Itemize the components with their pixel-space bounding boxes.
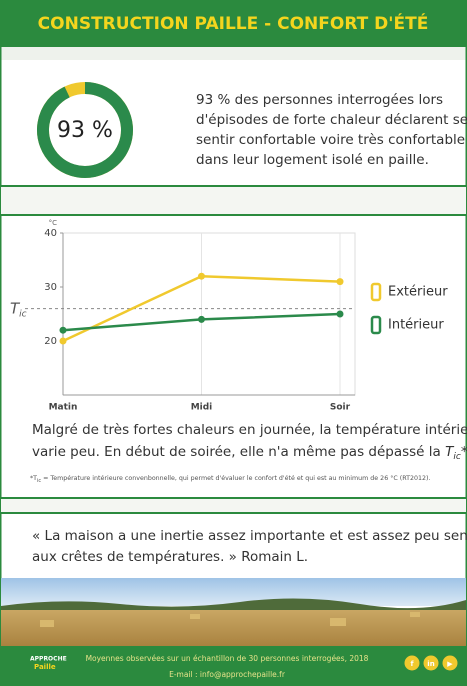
photo-field [1, 610, 466, 646]
paragraph-line: varie peu. En début de soirée, elle n'a … [32, 444, 467, 462]
plot-area [62, 232, 356, 396]
intro-line: dans leur logement isolé en paille. [196, 152, 429, 168]
photo-bale [190, 614, 200, 619]
section-gap [1, 187, 466, 215]
point [198, 315, 205, 323]
photo-sky [1, 578, 466, 606]
donut-arc [37, 82, 133, 178]
intro-line: sentir confortable voire très confortabl… [196, 132, 465, 148]
quote-line: aux crêtes de températures. » Romain L. [32, 549, 308, 565]
point [198, 272, 205, 280]
photo-bale [40, 620, 54, 627]
y-tick-label: 40 [44, 228, 57, 239]
footnote-text: = Température intérieure convenbonnelle,… [41, 474, 430, 482]
y-tick-label: 20 [44, 336, 57, 347]
y-tick-label: 30 [44, 282, 57, 293]
legend-swatch [370, 315, 382, 335]
line-chart: °C 20 30 40 Matin Midi Soir Tic Extérieur Intérie… [10, 219, 448, 413]
photo-trees [1, 598, 466, 612]
donut-label: 93 % [57, 118, 113, 143]
x-tick-label: Midi [191, 403, 213, 413]
paragraph-line: Malgré de très fortes chaleurs en journé… [32, 422, 467, 438]
footnote-t: *T [30, 475, 37, 482]
paragraph-sub: ic [453, 452, 461, 462]
quote-line: « La maison a une inertie assez importan… [32, 528, 467, 544]
photo-bale [410, 612, 420, 617]
social-glyph[interactable]: in [427, 660, 434, 668]
social-icon[interactable] [404, 655, 420, 671]
point [336, 310, 344, 318]
y-unit: °C [49, 219, 58, 227]
threshold-t: T [10, 299, 21, 317]
x-tick-label: Matin [49, 403, 78, 413]
title: CONSTRUCTION PAILLE - CONFORT D'ÉTÉ [38, 12, 429, 34]
point [336, 278, 344, 286]
intro-line: 93 % des personnes interrogées lors [196, 92, 443, 108]
logo: APPROCHE [30, 656, 67, 663]
intro-line: d'épisodes de forte chaleur déclarent se [196, 112, 467, 128]
intro-text: 93 % des personnes interrogées lors d'épi… [196, 92, 467, 168]
point [59, 326, 67, 334]
footnote-sub: ic [37, 478, 41, 484]
logo: Paille [34, 663, 56, 671]
legend-label: Intérieur [388, 318, 444, 333]
footer-email: E-mail : info@approchepaille.fr [169, 670, 286, 679]
social-icon[interactable] [442, 655, 458, 671]
footer-bar [0, 646, 467, 686]
header-bar [0, 0, 467, 46]
paragraph-text: varie peu. En début de soirée, elle n'a … [32, 444, 445, 460]
header-shadow [0, 46, 467, 60]
paragraph-text: *. [461, 444, 467, 460]
x-tick-label: Soir [330, 403, 351, 413]
social-glyph[interactable]: ▶ [447, 660, 453, 668]
social-links: f in ▶ [404, 655, 458, 671]
footnote: *Tic = Température intérieure convenbonn… [30, 474, 430, 484]
photo-bale [330, 618, 346, 626]
footer-note: Moyennes observées sur un échantillon de… [86, 654, 369, 663]
paragraph-t: T [445, 444, 455, 460]
social-glyph[interactable]: f [410, 660, 414, 668]
legend-label: Extérieur [388, 285, 448, 300]
section-gap [1, 499, 466, 513]
social-icon[interactable] [423, 655, 439, 671]
point [59, 337, 67, 345]
threshold-label: Tic [10, 299, 27, 319]
legend-swatch [370, 282, 382, 302]
threshold-sub: ic [19, 309, 27, 319]
